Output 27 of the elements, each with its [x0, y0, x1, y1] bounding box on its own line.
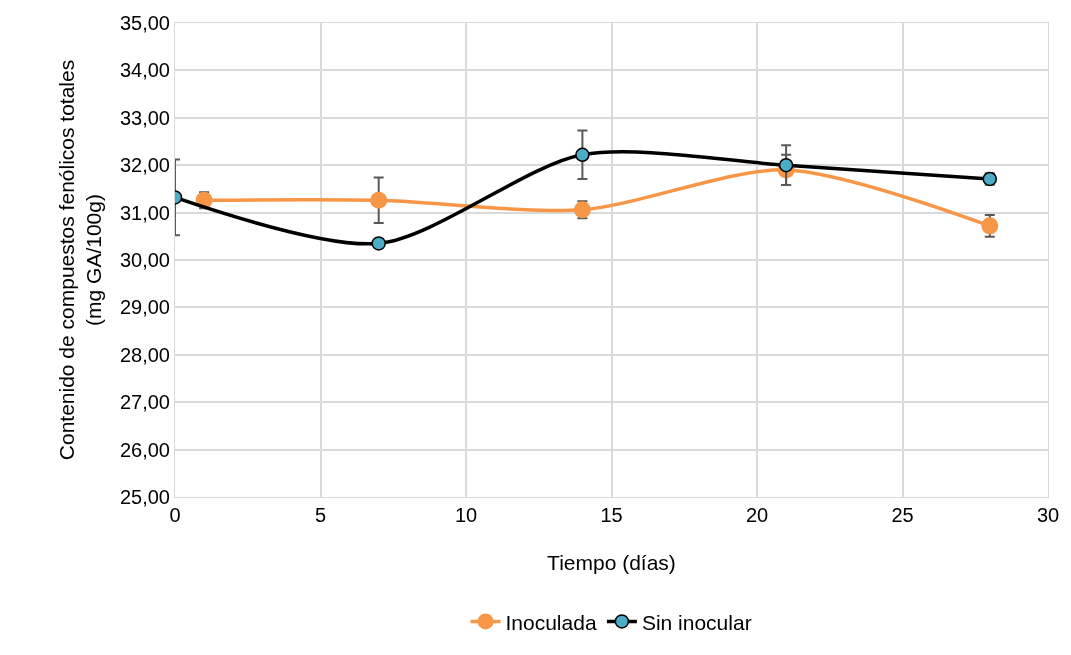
- y-tick-label: 28,00: [119, 343, 170, 366]
- y-tick-label: 31,00: [119, 201, 170, 224]
- point: [575, 147, 590, 163]
- x-tick-label: 10: [454, 504, 478, 526]
- x-tick-label: 25: [891, 504, 914, 526]
- legend-label: Inoculada: [505, 610, 597, 634]
- x-tick-label: 30: [1036, 504, 1060, 526]
- y-tick-label: 25,00: [119, 486, 170, 508]
- legend-label: Sin inocular: [641, 610, 752, 634]
- x-axis-title: Tiempo (días): [547, 551, 676, 574]
- y-tick-label: 29,00: [119, 296, 170, 319]
- x-tick-label: 20: [745, 504, 769, 526]
- x-tick-label: 15: [600, 504, 623, 526]
- y-tick-label: 32,00: [119, 154, 170, 177]
- y-tick-label: 30,00: [119, 249, 170, 271]
- point: [981, 217, 999, 235]
- y-tick-label: 26,00: [119, 438, 170, 461]
- y-tick-label: 35,00: [119, 12, 170, 34]
- point: [778, 157, 794, 173]
- point: [370, 191, 388, 209]
- y-tick-label: 34,00: [119, 59, 170, 82]
- point: [371, 236, 386, 251]
- x-tick-label: 5: [314, 504, 327, 526]
- y-tick-label: 27,00: [119, 391, 170, 414]
- y-axis-title: Contenido de compuestos fenólicos totales (mg GA/100g): [54, 59, 106, 461]
- x-tick-label: 0: [169, 504, 181, 526]
- y-tick-label: 33,00: [119, 106, 170, 129]
